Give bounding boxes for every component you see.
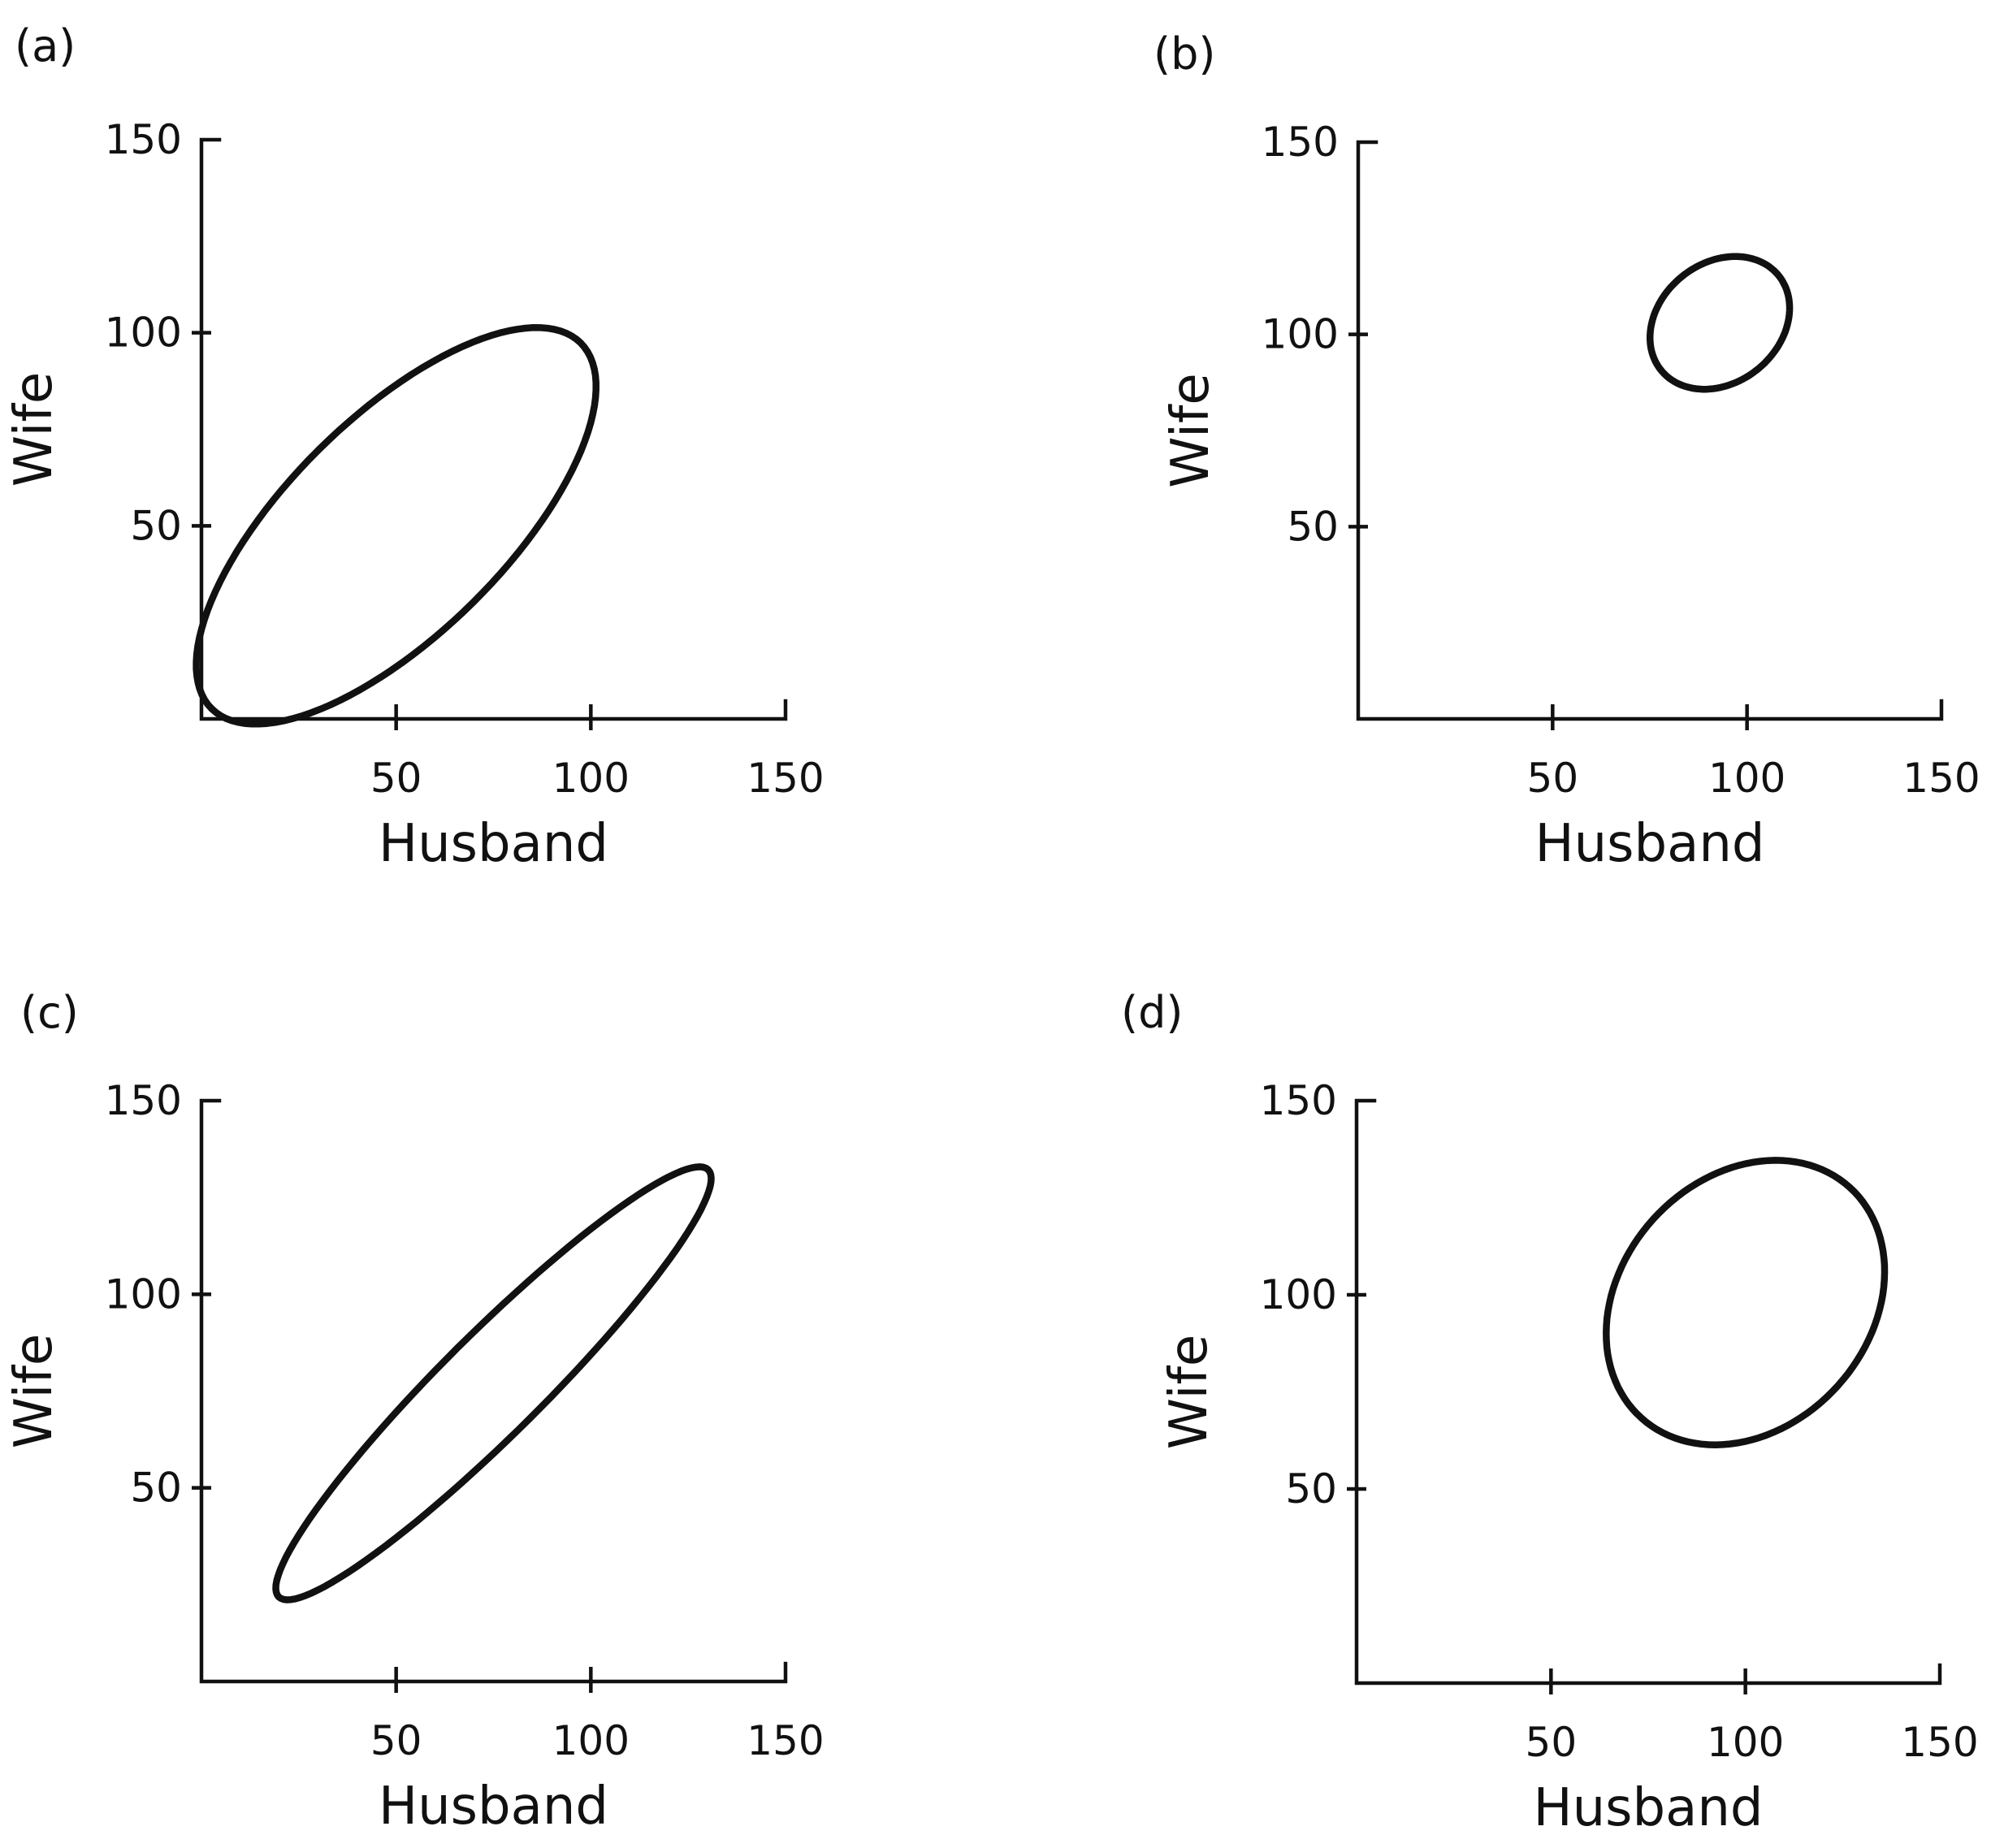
panel-label: (d) <box>1121 987 1183 1038</box>
axis-lines <box>1356 140 1944 721</box>
y-tick-label: 100 <box>105 1270 182 1318</box>
x-axis-title: Husband <box>1533 1778 1763 1838</box>
y-tick-label: 100 <box>1262 311 1339 358</box>
x-axis-title: Husband <box>379 1777 608 1837</box>
panel-label: (b) <box>1153 28 1215 80</box>
x-tick-label: 50 <box>370 1717 422 1764</box>
y-axis-title: Wife <box>1159 1335 1219 1450</box>
y-axis-title: Wife <box>1161 373 1221 488</box>
x-tick-label: 150 <box>1901 1719 1978 1766</box>
x-tick-label: 100 <box>552 755 630 802</box>
y-tick-label: 50 <box>1285 1465 1337 1513</box>
y-tick-label: 50 <box>1287 503 1339 550</box>
y-tick-label: 150 <box>105 116 182 163</box>
y-tick-label: 150 <box>105 1077 182 1124</box>
y-tick-label: 50 <box>130 502 182 549</box>
y-tick-label: 100 <box>1260 1271 1337 1318</box>
y-axis-title: Wife <box>4 372 64 487</box>
contour-ellipse <box>1646 253 1794 393</box>
panel-b: (b) 50 100 150 50 100 150 Husband Wife <box>1153 28 1980 874</box>
x-tick-label: 50 <box>1526 1719 1578 1766</box>
x-axis-title: Husband <box>1534 814 1764 874</box>
contour-ellipse <box>193 324 599 728</box>
axis-lines <box>1354 1098 1942 1686</box>
x-tick-label: 150 <box>1902 755 1980 802</box>
axis-lines <box>199 137 788 721</box>
x-tick-label: 150 <box>747 755 824 802</box>
y-tick-label: 100 <box>105 309 182 357</box>
panel-label: (c) <box>20 987 79 1038</box>
y-tick-label: 150 <box>1260 1077 1337 1124</box>
x-tick-label: 100 <box>1708 755 1785 802</box>
x-axis-title: Husband <box>379 814 608 874</box>
y-axis-title: Wife <box>4 1334 64 1449</box>
axis-lines <box>199 1098 788 1684</box>
panel-a: (a) 50 100 150 50 100 150 Husband Wife <box>4 20 825 874</box>
y-tick-label: 50 <box>130 1465 182 1512</box>
x-tick-label: 50 <box>370 755 422 802</box>
x-tick-label: 100 <box>552 1717 630 1764</box>
y-tick-label: 150 <box>1262 119 1339 166</box>
contour-ellipse <box>1603 1157 1889 1448</box>
x-tick-label: 100 <box>1707 1719 1784 1766</box>
x-tick-label: 50 <box>1527 755 1579 802</box>
x-tick-label: 150 <box>747 1717 824 1764</box>
panel-d: (d) 50 100 150 50 100 150 Husband Wife <box>1121 987 1979 1838</box>
contour-ellipse <box>272 1163 715 1603</box>
panel-c: (c) 50 100 150 50 100 150 Husband Wife <box>4 987 825 1837</box>
panel-label: (a) <box>15 20 76 71</box>
